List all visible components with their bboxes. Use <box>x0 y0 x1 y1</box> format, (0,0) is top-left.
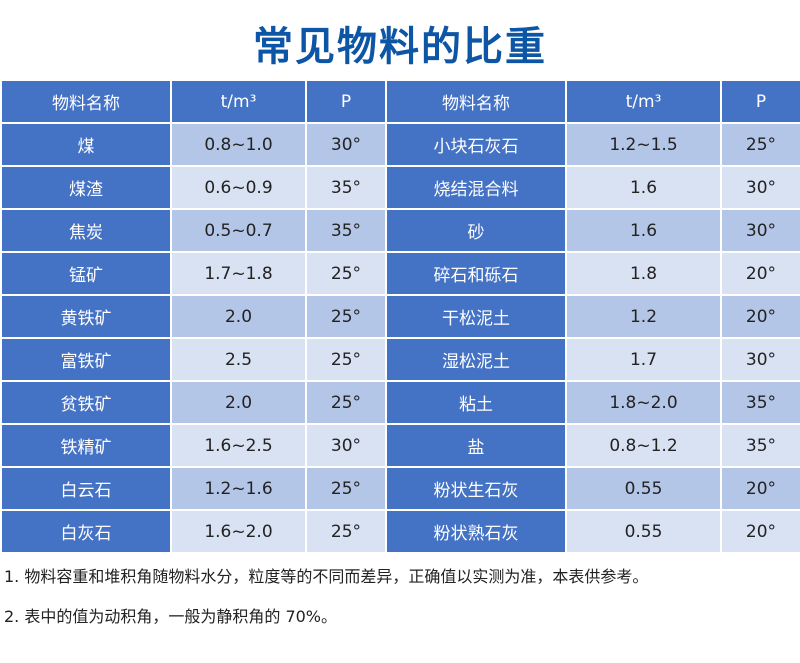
angle-cell: 30° <box>305 423 387 468</box>
density-cell: 1.7 <box>565 337 722 382</box>
material-name-cell: 粉状生石灰 <box>385 466 567 511</box>
material-name-cell: 铁精矿 <box>0 423 172 468</box>
angle-cell: 20° <box>720 509 800 554</box>
material-name-cell: 白灰石 <box>0 509 172 554</box>
density-cell: 0.8~1.0 <box>170 122 307 167</box>
material-name-cell: 锰矿 <box>0 251 172 296</box>
density-cell: 1.2~1.6 <box>170 466 307 511</box>
density-cell: 2.5 <box>170 337 307 382</box>
density-cell: 1.2~1.5 <box>565 122 722 167</box>
material-name-cell: 湿松泥土 <box>385 337 567 382</box>
angle-cell: 25° <box>305 380 387 425</box>
angle-cell: 35° <box>305 208 387 253</box>
angle-cell: 35° <box>720 423 800 468</box>
angle-cell: 30° <box>720 208 800 253</box>
material-name-cell: 煤渣 <box>0 165 172 210</box>
angle-cell: 30° <box>720 165 800 210</box>
material-name-cell: 干松泥土 <box>385 294 567 339</box>
angle-cell: 35° <box>720 380 800 425</box>
angle-cell: 25° <box>305 466 387 511</box>
density-cell: 0.55 <box>565 509 722 554</box>
table-row: 白灰石 1.6~2.0 25° 粉状熟石灰 0.55 20° <box>0 509 800 554</box>
column-header: P <box>720 79 800 124</box>
density-cell: 0.5~0.7 <box>170 208 307 253</box>
angle-cell: 20° <box>720 251 800 296</box>
angle-cell: 30° <box>305 122 387 167</box>
material-name-cell: 盐 <box>385 423 567 468</box>
table-row: 贫铁矿 2.0 25° 粘土 1.8~2.0 35° <box>0 380 800 425</box>
angle-cell: 25° <box>305 509 387 554</box>
material-name-cell: 贫铁矿 <box>0 380 172 425</box>
header-row: 物料名称 t/m³ P 物料名称 t/m³ P <box>0 79 800 124</box>
table-row: 煤渣 0.6~0.9 35° 烧结混合料 1.6 30° <box>0 165 800 210</box>
table-row: 铁精矿 1.6~2.5 30° 盐 0.8~1.2 35° <box>0 423 800 468</box>
table-row: 焦炭 0.5~0.7 35° 砂 1.6 30° <box>0 208 800 253</box>
density-cell: 1.6 <box>565 208 722 253</box>
material-name-cell: 烧结混合料 <box>385 165 567 210</box>
material-name-cell: 富铁矿 <box>0 337 172 382</box>
page-title: 常见物料的比重 <box>253 24 547 70</box>
table-row: 富铁矿 2.5 25° 湿松泥土 1.7 30° <box>0 337 800 382</box>
column-header: 物料名称 <box>0 79 172 124</box>
note-1: 1. 物料容重和堆积角随物料水分，粒度等的不同而差异，正确值以实测为准，本表供参… <box>4 567 649 586</box>
angle-cell: 25° <box>305 251 387 296</box>
density-cell: 2.0 <box>170 294 307 339</box>
angle-cell: 25° <box>305 337 387 382</box>
angle-cell: 20° <box>720 294 800 339</box>
density-cell: 1.2 <box>565 294 722 339</box>
density-cell: 1.6~2.5 <box>170 423 307 468</box>
table-row: 黄铁矿 2.0 25° 干松泥土 1.2 20° <box>0 294 800 339</box>
density-cell: 1.6~2.0 <box>170 509 307 554</box>
column-header: t/m³ <box>565 79 722 124</box>
density-cell: 1.7~1.8 <box>170 251 307 296</box>
angle-cell: 35° <box>305 165 387 210</box>
material-density-table: 物料名称 t/m³ P 物料名称 t/m³ P 煤 0.8~1.0 30° 小块石灰石 1.2~1… <box>0 79 800 554</box>
material-name-cell: 粉状熟石灰 <box>385 509 567 554</box>
column-header: 物料名称 <box>385 79 567 124</box>
density-cell: 1.6 <box>565 165 722 210</box>
density-cell: 0.6~0.9 <box>170 165 307 210</box>
angle-cell: 30° <box>720 337 800 382</box>
angle-cell: 20° <box>720 466 800 511</box>
column-header: P <box>305 79 387 124</box>
density-cell: 0.8~1.2 <box>565 423 722 468</box>
density-cell: 1.8 <box>565 251 722 296</box>
table-row: 煤 0.8~1.0 30° 小块石灰石 1.2~1.5 25° <box>0 122 800 167</box>
material-name-cell: 煤 <box>0 122 172 167</box>
material-name-cell: 黄铁矿 <box>0 294 172 339</box>
density-cell: 1.8~2.0 <box>565 380 722 425</box>
density-cell: 0.55 <box>565 466 722 511</box>
material-name-cell: 砂 <box>385 208 567 253</box>
material-name-cell: 粘土 <box>385 380 567 425</box>
table-row: 白云石 1.2~1.6 25° 粉状生石灰 0.55 20° <box>0 466 800 511</box>
material-name-cell: 碎石和砾石 <box>385 251 567 296</box>
angle-cell: 25° <box>720 122 800 167</box>
angle-cell: 25° <box>305 294 387 339</box>
material-name-cell: 焦炭 <box>0 208 172 253</box>
table-row: 锰矿 1.7~1.8 25° 碎石和砾石 1.8 20° <box>0 251 800 296</box>
material-name-cell: 小块石灰石 <box>385 122 567 167</box>
material-name-cell: 白云石 <box>0 466 172 511</box>
column-header: t/m³ <box>170 79 307 124</box>
density-cell: 2.0 <box>170 380 307 425</box>
note-2: 2. 表中的值为动积角，一般为静积角的 70%。 <box>4 607 338 626</box>
